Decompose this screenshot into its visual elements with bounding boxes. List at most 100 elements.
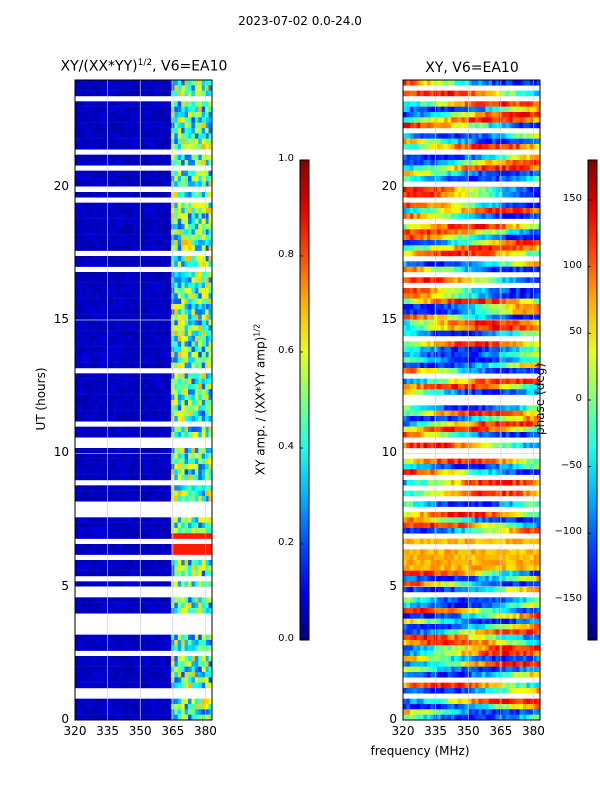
heatmap-cell: [88, 298, 93, 305]
heatmap-cell: [119, 213, 124, 219]
heatmap-cell: [208, 453, 213, 459]
heatmap-cell: [184, 224, 189, 230]
heatmap-cell: [119, 304, 124, 310]
heatmap-cell: [133, 400, 138, 406]
heatmap-cell: [109, 341, 114, 347]
heatmap-cell: [116, 293, 120, 299]
heatmap-cell: [98, 261, 103, 267]
heatmap-cell: [126, 218, 131, 225]
heatmap-cell: [153, 106, 158, 113]
heatmap-cell: [478, 170, 483, 177]
heatmap-cell: [177, 224, 182, 230]
heatmap-cell: [437, 208, 442, 214]
heatmap-cell: [85, 362, 90, 369]
heatmap-cell: [146, 85, 151, 91]
heatmap-cell: [98, 384, 103, 390]
heatmap-cell: [181, 234, 185, 241]
heatmap-cell: [505, 90, 510, 97]
heatmap-cell: [146, 325, 151, 331]
heatmap-cell: [191, 426, 196, 433]
heatmap-cell: [478, 261, 483, 267]
heatmap-cell: [478, 117, 483, 123]
heatmap-cell: [112, 517, 117, 523]
heatmap-cell: [109, 213, 114, 219]
heatmap-cell: [88, 405, 93, 411]
heatmap-cell: [122, 80, 127, 86]
heatmap-cell: [109, 106, 114, 113]
heatmap-cell: [88, 90, 93, 97]
heatmap-cell: [136, 298, 141, 305]
heatmap-cell: [426, 176, 431, 182]
heatmap-cell: [533, 224, 537, 230]
heatmap-cell: [409, 240, 414, 246]
heatmap-cell: [126, 261, 131, 267]
heatmap-cell: [198, 666, 203, 673]
heatmap-cell: [488, 165, 493, 171]
heatmap-cell: [447, 160, 452, 166]
heatmap-cell: [126, 304, 131, 310]
heatmap-cell: [112, 544, 117, 550]
heatmap-cell: [146, 522, 151, 529]
heatmap-cell: [519, 106, 524, 113]
heatmap-cell: [181, 522, 185, 529]
heatmap-cell: [129, 426, 134, 433]
heatmap-cell: [129, 384, 134, 390]
heatmap-cell: [81, 373, 86, 379]
heatmap-cell: [95, 469, 100, 475]
heatmap-cell: [119, 400, 124, 406]
heatmap-cell: [140, 314, 144, 321]
heatmap-cell: [95, 634, 100, 641]
heatmap-cell: [153, 277, 158, 283]
heatmap-cell: [136, 432, 141, 438]
heatmap-cell: [98, 90, 103, 97]
heatmap-cell: [157, 453, 162, 459]
heatmap-cell: [440, 106, 445, 113]
heatmap-cell: [112, 458, 117, 465]
heatmap-cell: [146, 389, 151, 395]
heatmap-cell: [109, 602, 114, 609]
heatmap-cell: [181, 106, 185, 113]
heatmap-cell: [109, 218, 114, 225]
heatmap-cell: [126, 272, 131, 278]
heatmap-cell: [85, 133, 90, 139]
heatmap-cell: [468, 192, 472, 198]
heatmap-cell: [102, 490, 107, 497]
heatmap-cell: [109, 677, 114, 683]
heatmap-cell: [208, 122, 213, 129]
heatmap-cell: [88, 362, 93, 369]
heatmap-cell: [143, 117, 148, 123]
heatmap-cell: [444, 288, 448, 294]
heatmap-cell: [153, 336, 158, 342]
heatmap-cell: [184, 672, 189, 678]
heatmap-cell: [140, 378, 144, 385]
heatmap-cell: [102, 336, 107, 342]
heatmap-cell: [153, 341, 158, 347]
heatmap-cell: [160, 378, 165, 385]
heatmap-cell: [136, 154, 141, 161]
heatmap-cell: [116, 432, 120, 438]
heatmap-cell: [92, 304, 96, 310]
heatmap-cell: [426, 186, 431, 193]
heatmap-cell: [112, 469, 117, 475]
heatmap-cell: [403, 208, 407, 214]
heatmap-cell: [129, 282, 134, 289]
heatmap-cell: [526, 277, 531, 283]
heatmap-cell: [122, 378, 127, 385]
heatmap-cell: [136, 170, 141, 177]
heatmap-cell: [177, 581, 182, 587]
heatmap-cell: [505, 288, 510, 294]
heatmap-cell: [119, 256, 124, 262]
heatmap-cell: [205, 400, 209, 406]
heatmap-cell: [177, 240, 182, 246]
heatmap-cell: [529, 170, 534, 177]
heatmap-cell: [119, 352, 124, 358]
heatmap-cell: [167, 544, 172, 550]
heatmap-cell: [136, 282, 141, 289]
heatmap-cell: [505, 80, 510, 86]
heatmap-cell: [201, 597, 206, 603]
heatmap-cell: [164, 133, 168, 139]
heatmap-cell: [474, 122, 479, 129]
heatmap-cell: [85, 410, 90, 417]
heatmap-cell: [129, 394, 134, 401]
heatmap-cell: [188, 389, 192, 395]
